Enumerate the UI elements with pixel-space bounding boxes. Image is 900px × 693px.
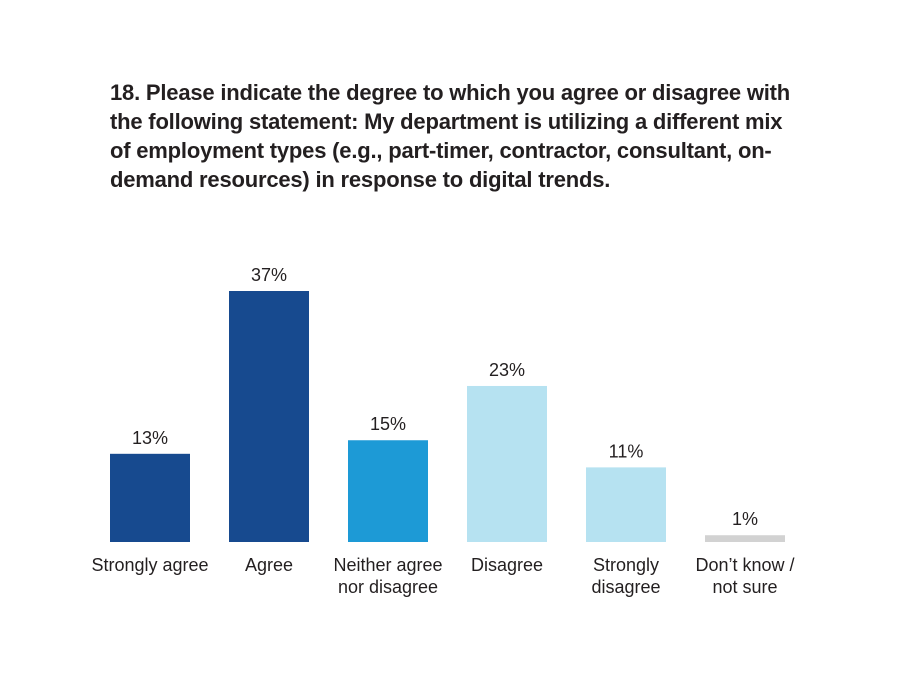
x-tick-label: Agree bbox=[244, 555, 294, 575]
x-tick-label: Disagree bbox=[470, 555, 544, 575]
x-tick-label: Strongly agree bbox=[91, 555, 209, 575]
value-label: 13% bbox=[132, 428, 168, 448]
x-tick-label: Strongly disagree bbox=[591, 555, 661, 597]
value-label: 11% bbox=[609, 441, 644, 461]
value-label: 23% bbox=[489, 360, 525, 380]
bar bbox=[348, 440, 428, 542]
value-label: 37% bbox=[251, 265, 287, 285]
bar bbox=[110, 453, 190, 542]
chart-title: 18. Please indicate the degree to which … bbox=[110, 80, 791, 192]
value-label: 1% bbox=[732, 509, 758, 529]
bar bbox=[229, 291, 309, 542]
bar bbox=[705, 535, 785, 542]
x-tick-label: Don’t know / not sure bbox=[695, 555, 795, 597]
value-label: 15% bbox=[370, 414, 406, 434]
x-tick-label: Neither agree nor disagree bbox=[333, 555, 443, 597]
bar bbox=[586, 467, 666, 542]
bar bbox=[467, 385, 547, 542]
